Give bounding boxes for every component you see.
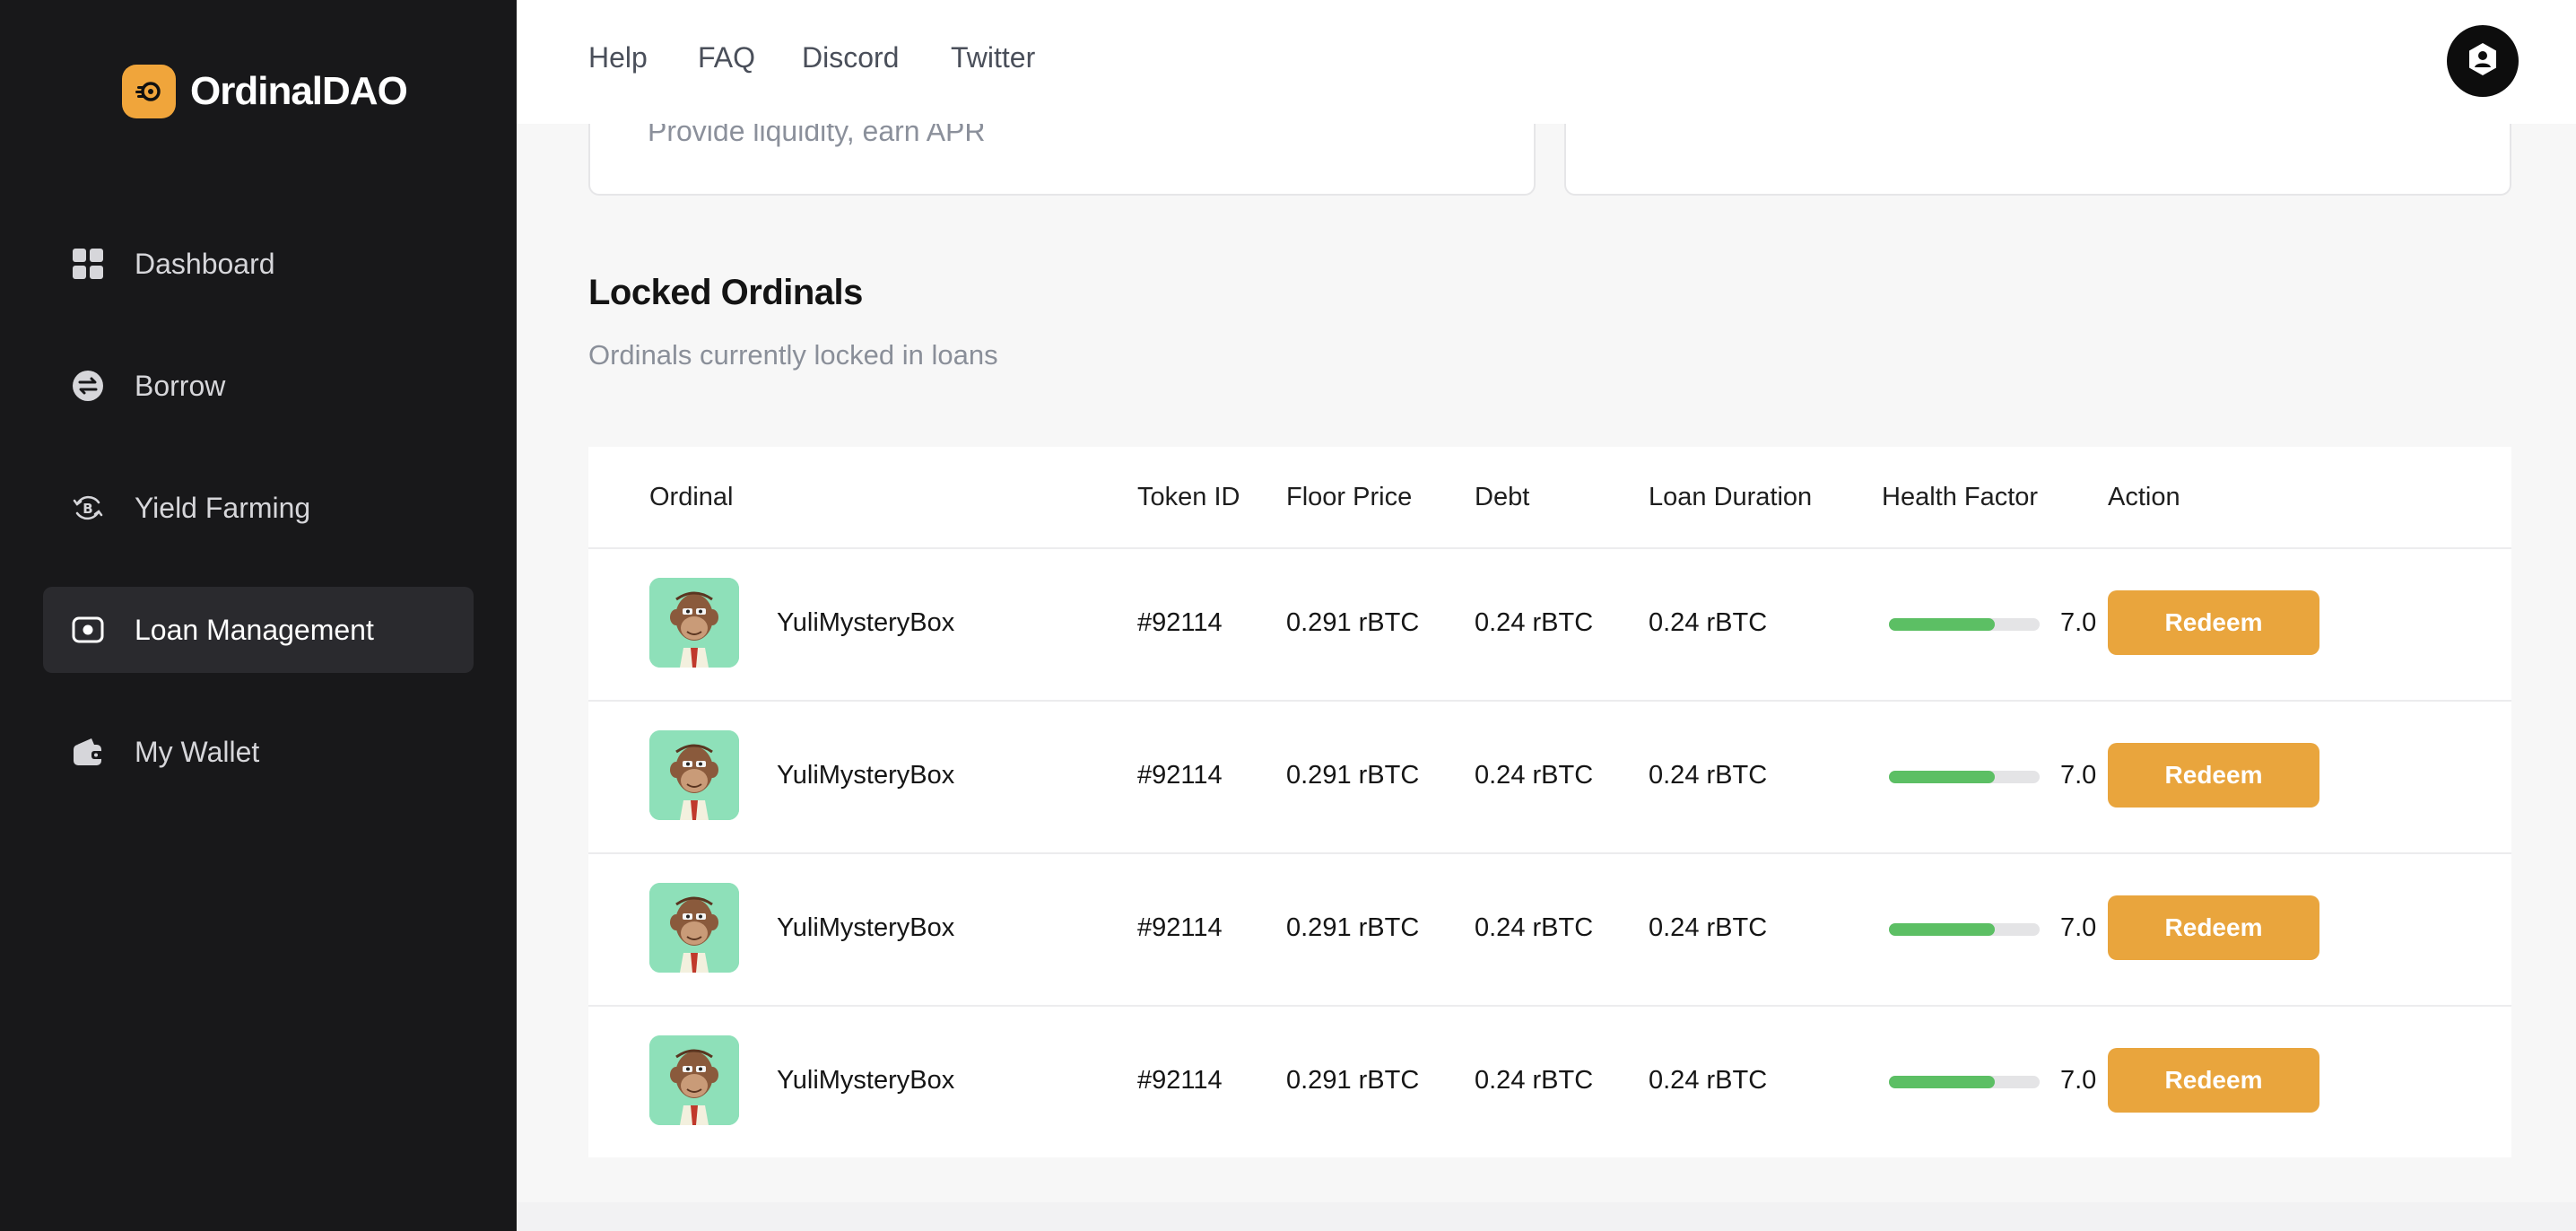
redeem-button[interactable]: Redeem [2108,590,2319,655]
help-link[interactable]: Help [588,41,648,74]
column-header-debt: Debt [1475,483,1530,511]
sidebar-item-dashboard[interactable]: Dashboard [43,221,474,307]
wallet-icon [72,736,104,768]
loan-duration: 0.24 rBTC [1649,1066,1768,1095]
table-row: YuliMysteryBox #92114 0.291 rBTC 0.24 rB… [588,852,2511,1007]
sidebar-item-label: Loan Management [135,613,374,646]
ordinal-name: YuliMysteryBox [777,761,955,790]
ordinal-ape-thumbnail [649,578,739,668]
loan-duration: 0.24 rBTC [1649,761,1768,790]
debt-value: 0.24 rBTC [1475,913,1594,942]
token-id: #92114 [1137,608,1223,637]
ordinaldao-logo-icon [122,65,176,118]
token-id: #92114 [1137,1066,1223,1095]
redeem-button[interactable]: Redeem [2108,1048,2319,1113]
ordinal-ape-thumbnail [649,1035,739,1125]
floor-price: 0.291 rBTC [1286,913,1420,942]
sidebar-item-label: My Wallet [135,735,260,768]
faq-link[interactable]: FAQ [698,41,756,74]
health-factor-bar [1889,1076,2040,1088]
health-factor-bar [1889,771,2040,783]
column-header-token-id: Token ID [1137,483,1240,511]
health-factor-value: 7.0 [2060,761,2097,790]
debt-value: 0.24 rBTC [1475,1066,1594,1095]
sidebar-item-my-wallet[interactable]: My Wallet [43,709,474,795]
sidebar-item-loan-management[interactable]: Loan Management [43,587,474,673]
page-title: Locked Ordinals [588,273,863,312]
loan-duration: 0.24 rBTC [1649,913,1768,942]
user-hexagon-icon [2463,39,2502,83]
column-header-action: Action [2108,483,2180,511]
token-id: #92114 [1137,761,1223,790]
brand[interactable]: OrdinalDAO [122,65,408,118]
grid-icon [72,248,104,280]
camera-icon [72,614,104,646]
sidebar-item-label: Borrow [135,369,226,402]
health-factor-fill [1889,923,1995,936]
locked-ordinals-table: Ordinal Token ID Floor Price Debt Loan D… [588,447,2511,1157]
sidebar-item-label: Dashboard [135,247,275,280]
health-factor-value: 7.0 [2060,608,2097,637]
exchange-icon [72,370,104,402]
ordinal-name: YuliMysteryBox [777,913,955,942]
sidebar-item-yield-farming[interactable]: B Yield Farming [43,465,474,551]
ordinal-name: YuliMysteryBox [777,1066,955,1095]
health-factor-bar [1889,923,2040,936]
floor-price: 0.291 rBTC [1286,1066,1420,1095]
floor-price: 0.291 rBTC [1286,761,1420,790]
debt-value: 0.24 rBTC [1475,761,1594,790]
column-header-health-factor: Health Factor [1882,483,2039,511]
brand-name: OrdinalDAO [190,69,408,113]
ordinal-ape-thumbnail [649,883,739,973]
sidebar-item-borrow[interactable]: Borrow [43,343,474,429]
twitter-link[interactable]: Twitter [951,41,1036,74]
page-footer-strip [517,1202,2576,1231]
bitcoin-cycle-icon: B [72,492,104,524]
discord-link[interactable]: Discord [802,41,900,74]
redeem-button[interactable]: Redeem [2108,743,2319,808]
page-subtitle: Ordinals currently locked in loans [588,339,998,371]
column-header-floor-price: Floor Price [1286,483,1413,511]
table-row: YuliMysteryBox #92114 0.291 rBTC 0.24 rB… [588,1005,2511,1159]
account-button[interactable] [2447,25,2519,97]
table-row: YuliMysteryBox #92114 0.291 rBTC 0.24 rB… [588,700,2511,854]
column-header-ordinal: Ordinal [649,483,734,511]
debt-value: 0.24 rBTC [1475,608,1594,637]
ordinal-ape-thumbnail [649,730,739,820]
floor-price: 0.291 rBTC [1286,608,1420,637]
health-factor-value: 7.0 [2060,913,2097,942]
health-factor-fill [1889,1076,1995,1088]
column-header-loan-duration: Loan Duration [1649,483,1813,511]
top-navigation: Help FAQ Discord Twitter [517,0,2576,124]
table-row: YuliMysteryBox #92114 0.291 rBTC 0.24 rB… [588,547,2511,702]
health-factor-fill [1889,771,1995,783]
health-factor-fill [1889,618,1995,631]
health-factor-value: 7.0 [2060,1066,2097,1095]
health-factor-bar [1889,618,2040,631]
redeem-button[interactable]: Redeem [2108,895,2319,960]
sidebar: OrdinalDAO Dashboard Borrow [0,0,517,1231]
loan-duration: 0.24 rBTC [1649,608,1768,637]
ordinal-name: YuliMysteryBox [777,608,955,637]
sidebar-item-label: Yield Farming [135,491,311,524]
svg-text:B: B [83,501,92,517]
token-id: #92114 [1137,913,1223,942]
